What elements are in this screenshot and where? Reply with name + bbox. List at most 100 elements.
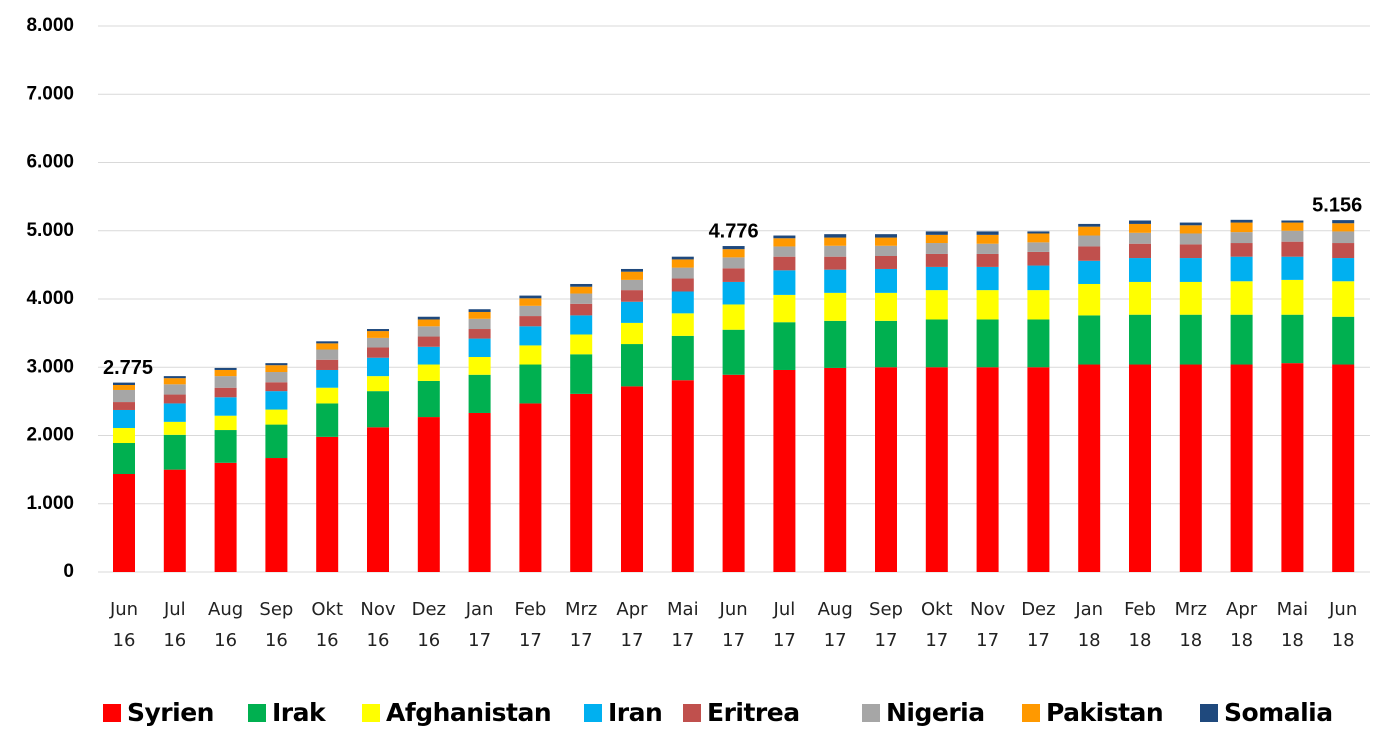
bar-segment (163, 394, 186, 404)
bar-segment (1281, 222, 1304, 231)
bar-segment (316, 349, 339, 360)
bar-segment (316, 436, 339, 572)
bar-segment (113, 473, 135, 572)
bar-segment (570, 303, 593, 316)
bar-segment (925, 290, 948, 320)
legend-swatch (683, 704, 701, 722)
bar-segment (773, 322, 796, 370)
bar-segment (1281, 363, 1304, 572)
bar-segment (265, 365, 288, 373)
bar-segment (824, 245, 847, 257)
bar-segment (773, 246, 796, 257)
bar-segment (621, 290, 643, 302)
legend-swatch (584, 704, 602, 722)
x-tick-label: Sep 16 (259, 599, 294, 651)
bar-segment (621, 301, 643, 323)
bar-segment (519, 316, 542, 327)
x-tick-label: Okt 16 (311, 599, 344, 651)
bar-segment (773, 235, 796, 239)
bar-segment (773, 270, 796, 295)
x-tick-label: Mrz 17 (564, 599, 598, 651)
bar-segment (925, 253, 948, 267)
x-tick-label: Aug 16 (208, 599, 244, 651)
legend-swatch (1022, 704, 1040, 722)
bar-segment (1332, 223, 1355, 232)
bar-segment (976, 234, 999, 244)
legend-swatch (362, 704, 380, 722)
bar-segment (214, 462, 237, 572)
x-tick-label: Apr 17 (616, 599, 648, 651)
x-tick-label: Feb 17 (514, 599, 547, 651)
bar-segment (621, 279, 643, 291)
bar-segment (925, 367, 948, 572)
bar-segment (722, 268, 745, 282)
bar-segment (417, 336, 440, 347)
bar-segment (519, 298, 542, 306)
legend-label: Irak (272, 698, 327, 727)
bar-segment (925, 234, 948, 244)
bar-segment (417, 316, 440, 320)
bar-segment (1332, 258, 1355, 282)
bar-segment (671, 278, 694, 292)
bar-segment (468, 309, 491, 312)
bar-segment (824, 237, 847, 246)
bar-segment (367, 331, 389, 338)
bar-segment (1078, 246, 1101, 261)
bar-segment (671, 256, 694, 260)
bar-segment (1179, 244, 1202, 259)
bar-segment (722, 257, 745, 269)
bar-segment (621, 268, 643, 272)
legend-swatch (1200, 704, 1218, 722)
bar-segment (1078, 223, 1101, 227)
bar-segment (773, 256, 796, 271)
bar-segment (875, 234, 897, 238)
bar-segment (1027, 231, 1050, 234)
legend-label: Pakistan (1046, 698, 1163, 727)
bar-segment (367, 357, 389, 377)
bar-segment (1129, 223, 1151, 233)
bar-segment (1332, 231, 1355, 244)
bar-segment (214, 415, 237, 431)
x-tick-label: Sep 17 (869, 599, 903, 651)
bar-segment (265, 372, 288, 383)
bar-segment (1230, 232, 1253, 244)
bar-segment (671, 291, 694, 314)
y-tick-label: 5.000 (26, 220, 74, 241)
bar-segment (570, 334, 593, 355)
bar-segment (316, 387, 339, 404)
bar-segment (1129, 243, 1151, 259)
bar-segment (468, 329, 491, 339)
legend-label: Somalia (1224, 698, 1333, 727)
bar-segment (773, 238, 796, 247)
bar-segment (621, 271, 643, 280)
bar-segment (1129, 220, 1151, 224)
bar-segment (417, 364, 440, 381)
bar-segment (367, 376, 389, 392)
bar-segment (367, 391, 389, 428)
bar-segment (1332, 364, 1355, 572)
bar-segment (722, 246, 745, 250)
x-tick-label: Jun 16 (109, 599, 139, 651)
y-tick-label: 6.000 (26, 152, 74, 173)
bar-segment (214, 369, 237, 377)
bar-segment (570, 293, 593, 304)
bar-segment (1281, 230, 1304, 242)
bar-segment (1129, 281, 1151, 315)
bar-segment (468, 357, 491, 375)
bar-segment (519, 403, 542, 572)
annotation: 2.775 (103, 357, 153, 379)
bar-segment (1179, 364, 1202, 572)
bar-segment (1230, 256, 1253, 282)
bar-segment (1281, 241, 1304, 257)
bar-segment (1230, 314, 1253, 365)
legend-label: Nigeria (886, 698, 985, 727)
bar-segment (1179, 281, 1202, 315)
bar-segment (113, 384, 135, 390)
x-tick-label: Okt 17 (920, 599, 953, 651)
bar-segment (1078, 364, 1101, 572)
bar-segment (417, 319, 440, 327)
bar-segment (824, 320, 847, 368)
bar-segment (1230, 243, 1253, 257)
annotation: 5.156 (1312, 194, 1362, 216)
